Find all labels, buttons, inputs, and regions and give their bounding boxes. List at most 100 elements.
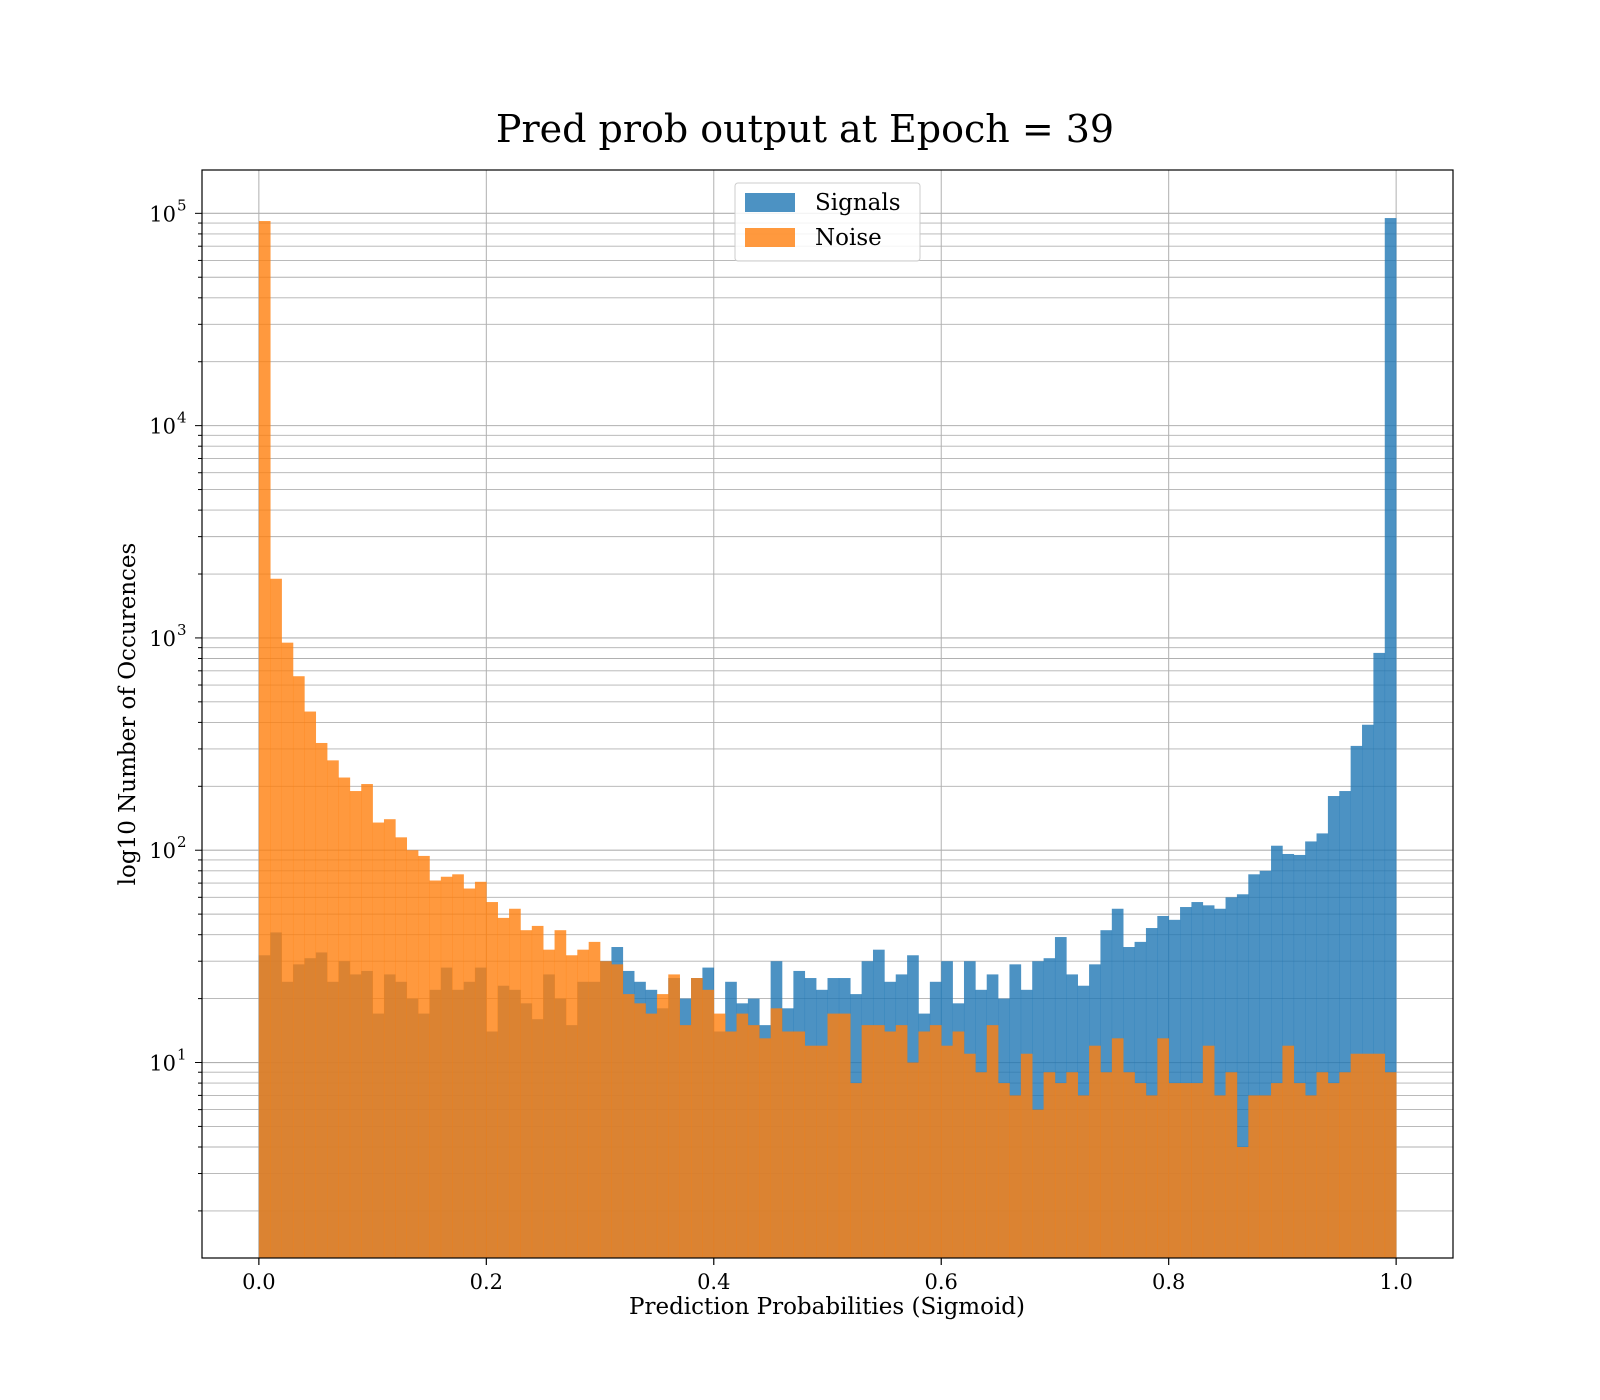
noise-bar [998,1083,1010,1258]
noise-bar [1327,1083,1340,1258]
noise-bar [645,1013,658,1258]
noise-bar [1248,1095,1260,1258]
noise-bar [929,1025,942,1258]
noise-bar [429,880,442,1258]
noise-bar [372,822,385,1258]
legend: Signals Noise [734,182,921,262]
noise-bar [1168,1083,1181,1258]
noise-bar [1191,1083,1204,1258]
noise-bar [565,955,578,1258]
signals-bar [1248,874,1260,1258]
noise-bar [1145,1095,1158,1258]
noise-bar [1202,1045,1215,1258]
plot-frame [201,169,1454,1259]
noise-bar [679,1025,692,1258]
noise-bar [1214,1095,1226,1258]
x-tick-label: 0.8 [1152,1270,1185,1294]
noise-bar [474,881,487,1258]
noise-bar [1134,1083,1147,1258]
noise-bar [304,711,317,1258]
legend-swatch-noise [745,228,795,247]
y-tick-exponent: 3 [177,621,187,639]
noise-bar [1339,1072,1351,1258]
noise-bar [702,989,715,1258]
noise-bar [463,888,476,1258]
noise-bar [793,1031,806,1258]
noise-bar [725,1031,737,1258]
y-tick-label: 10 [149,415,176,439]
x-tick-label: 0.0 [242,1270,275,1294]
noise-bar [1066,1072,1078,1258]
noise-bar [907,1062,919,1258]
noise-bar [1054,1083,1067,1258]
chart-title: Pred prob output at Epoch = 39 [496,107,1114,151]
y-tick-label: 10 [149,839,176,863]
noise-bar [827,1013,840,1258]
noise-bar [1293,1083,1306,1258]
x-axis-ticks: 0.0 0.2 0.4 0.6 0.8 1.0 [242,1258,1413,1294]
noise-bar [1305,1095,1317,1258]
noise-bar [1384,1072,1397,1258]
noise-bars [258,221,1397,1258]
signals-bar [1145,928,1158,1258]
noise-bar [838,1013,851,1258]
noise-bar [258,221,271,1258]
signals-bar [1191,902,1204,1258]
noise-bar [418,855,430,1258]
noise-bar [861,1025,874,1258]
signals-bar [1236,894,1249,1258]
noise-bar [622,994,635,1258]
noise-bar [1282,1045,1295,1258]
signals-bar [1305,841,1317,1258]
signals-bar [1327,796,1340,1258]
noise-bar [1225,1072,1238,1258]
noise-bar [895,1025,908,1258]
noise-bar [440,876,453,1258]
signals-bar [1339,791,1351,1258]
noise-bar [1157,1038,1169,1258]
noise-bar [975,1072,988,1258]
noise-bar [327,760,339,1258]
noise-bar [1362,1053,1374,1258]
noise-bar [941,1045,953,1258]
noise-bar [691,978,703,1258]
noise-bar [804,1045,817,1258]
noise-bar [543,949,555,1258]
noise-bar [1180,1083,1192,1258]
x-tick-label: 0.4 [697,1270,730,1294]
legend-label-noise: Noise [815,225,882,251]
y-tick-exponent: 4 [177,409,187,427]
legend-label-signals: Signals [815,190,901,216]
noise-bar [986,1025,999,1258]
noise-bar [338,777,351,1258]
x-tick-label: 1.0 [1379,1270,1412,1294]
y-tick-exponent: 1 [177,1046,187,1064]
noise-bar [668,974,680,1258]
signals-bar [1259,870,1272,1258]
noise-bar [1259,1095,1272,1258]
noise-bar [1020,1053,1033,1258]
noise-bar [918,1031,931,1258]
noise-bar [395,837,408,1258]
noise-bar [872,1025,885,1258]
noise-bar [497,917,510,1258]
signals-bar [1373,652,1386,1258]
noise-bar [782,1031,794,1258]
x-tick-label: 0.6 [925,1270,958,1294]
noise-bar [588,941,601,1258]
noise-bar [1373,1053,1386,1258]
noise-bar [486,902,498,1258]
noise-bar [816,1045,828,1258]
signals-bar [1316,833,1329,1258]
x-axis-label: Prediction Probabilities (Sigmoid) [629,1294,1025,1320]
noise-bar [1032,1109,1044,1258]
legend-swatch-signals [745,193,795,212]
noise-bar [634,1003,646,1258]
noise-bar [577,949,589,1258]
noise-bar [1236,1146,1249,1258]
y-tick-label: 10 [149,202,176,226]
signals-bar [1350,745,1363,1258]
noise-bar [736,1013,749,1258]
noise-bar [531,925,544,1258]
